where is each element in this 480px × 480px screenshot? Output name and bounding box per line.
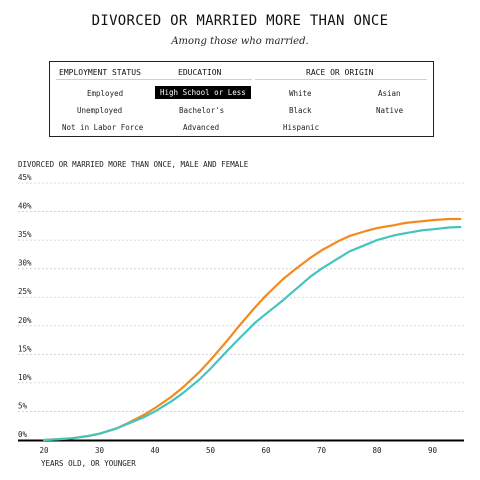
x-tick-label: 40 — [150, 446, 160, 455]
chart-title: DIVORCED OR MARRIED MORE THAN ONCE, MALE… — [18, 160, 249, 169]
education-header: EDUCATION — [178, 68, 222, 77]
y-tick-label: 20% — [18, 316, 32, 325]
x-tick-label: 80 — [372, 446, 382, 455]
y-tick-label: 35% — [18, 230, 32, 239]
series-line-teal — [42, 225, 462, 442]
y-tick-label: 30% — [18, 259, 32, 268]
option-native[interactable]: Native — [376, 106, 404, 115]
filter-panel: EMPLOYMENT STATUS Employed Unemployed No… — [49, 61, 434, 137]
y-tick-label: 5% — [18, 401, 28, 410]
option-unemployed[interactable]: Unemployed — [77, 106, 123, 115]
option-employed[interactable]: Employed — [87, 89, 124, 98]
option-high-school-or-less[interactable]: High School or Less — [155, 86, 251, 99]
x-tick-label: 90 — [428, 446, 438, 455]
option-hispanic[interactable]: Hispanic — [283, 123, 320, 132]
page-title: DIVORCED OR MARRIED MORE THAN ONCE — [91, 13, 389, 29]
option-white[interactable]: White — [289, 89, 312, 98]
option-asian[interactable]: Asian — [378, 89, 401, 98]
x-tick-label: 60 — [261, 446, 271, 455]
education-header-rule — [154, 79, 252, 80]
employment-status-header: EMPLOYMENT STATUS — [59, 68, 141, 77]
x-tick-label: 70 — [317, 446, 327, 455]
y-tick-label: 40% — [18, 202, 32, 211]
option-advanced[interactable]: Advanced — [183, 123, 220, 132]
y-tick-label: 15% — [18, 344, 32, 353]
y-tick-label: 0% — [18, 430, 28, 439]
race-origin-header: RACE OR ORIGIN — [306, 68, 374, 77]
y-tick-label: 25% — [18, 287, 32, 296]
option-not-in-labor-force[interactable]: Not in Labor Force — [62, 123, 144, 132]
page-subtitle: Among those who married. — [171, 36, 309, 47]
option-black[interactable]: Black — [289, 106, 312, 115]
y-tick-label: 10% — [18, 373, 32, 382]
series-line-orange — [42, 217, 462, 442]
x-tick-label: 50 — [206, 446, 216, 455]
x-tick-label: 30 — [95, 446, 105, 455]
x-tick-label: 20 — [39, 446, 49, 455]
employment-header-rule — [56, 79, 166, 80]
y-tick-label: 45% — [18, 173, 32, 182]
option-bachelors[interactable]: Bachelor's — [179, 106, 225, 115]
x-axis-label: YEARS OLD, OR YOUNGER — [41, 459, 136, 468]
race-header-rule — [255, 79, 427, 80]
